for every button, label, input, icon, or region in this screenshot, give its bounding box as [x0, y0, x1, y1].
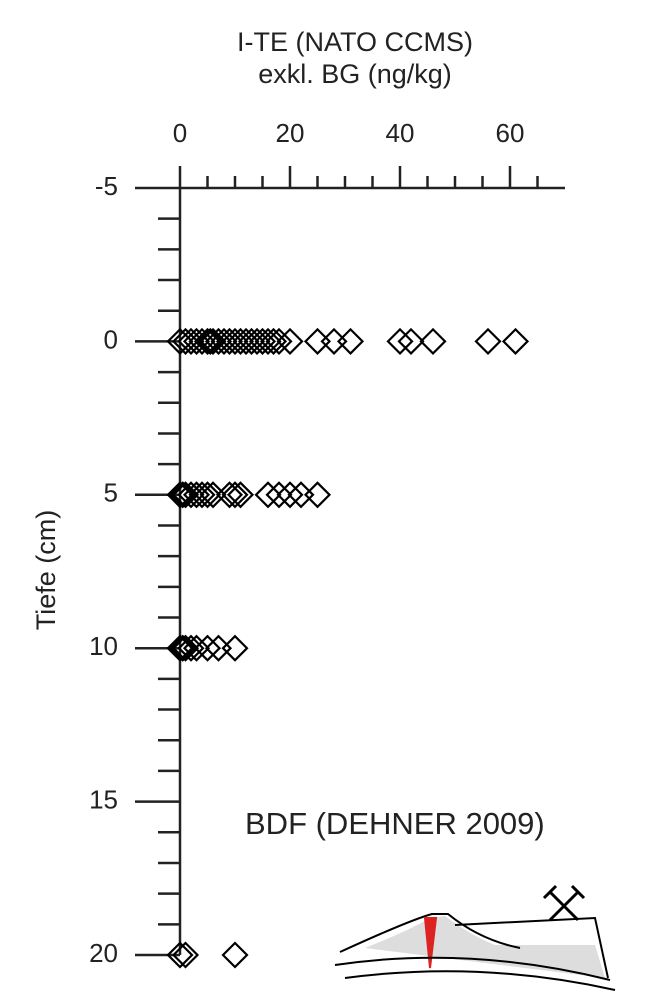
x-tick-label: 40	[386, 118, 415, 148]
point	[276, 327, 304, 355]
point	[193, 634, 222, 662]
point	[177, 327, 205, 355]
y-axis-label: Tiefe (cm)	[31, 510, 61, 631]
point	[265, 327, 293, 355]
point	[226, 327, 255, 355]
point	[171, 634, 200, 662]
point	[287, 481, 315, 509]
point	[386, 327, 414, 355]
logo	[334, 884, 616, 991]
y-tick-label: 20	[89, 938, 118, 968]
point	[166, 634, 194, 662]
point	[182, 634, 211, 662]
point	[177, 481, 205, 509]
point	[397, 327, 425, 355]
y-tick-label: 10	[89, 631, 118, 661]
x-tick-label: 20	[276, 118, 305, 148]
point	[276, 481, 304, 509]
point	[303, 327, 332, 355]
point	[182, 481, 211, 509]
point	[237, 327, 266, 355]
point	[166, 941, 194, 969]
point	[232, 327, 260, 355]
point	[221, 327, 249, 355]
point	[182, 327, 211, 355]
point	[221, 481, 249, 509]
y-tick-label: 15	[89, 784, 118, 814]
y-tick-label: -5	[95, 171, 118, 201]
point	[193, 327, 222, 355]
point	[303, 481, 332, 509]
point	[171, 481, 200, 509]
chart-title: exkl. BG (ng/kg)	[258, 59, 452, 89]
point	[226, 481, 255, 509]
point	[248, 327, 277, 355]
point	[474, 327, 502, 355]
point	[501, 327, 530, 355]
chart-title: I-TE (NATO CCMS)	[237, 27, 473, 57]
x-tick-label: 60	[496, 118, 525, 148]
point	[320, 327, 348, 355]
point	[199, 481, 227, 509]
x-tick-label: 0	[173, 118, 187, 148]
point	[243, 327, 271, 355]
point	[215, 327, 244, 355]
point	[210, 327, 238, 355]
point	[171, 941, 200, 969]
point	[204, 327, 233, 355]
point	[259, 327, 288, 355]
point	[204, 634, 233, 662]
point	[265, 481, 293, 509]
point	[177, 634, 205, 662]
point	[221, 941, 249, 969]
point	[188, 481, 216, 509]
point	[419, 327, 447, 355]
y-tick-label: 5	[104, 478, 118, 508]
point	[254, 327, 282, 355]
point	[336, 327, 365, 355]
point	[188, 327, 216, 355]
point	[193, 481, 222, 509]
annotation: BDF (DEHNER 2009)	[245, 806, 545, 841]
point	[215, 481, 244, 509]
point	[166, 481, 194, 509]
point	[199, 327, 227, 355]
point	[221, 634, 249, 662]
y-tick-label: 0	[104, 324, 118, 354]
point	[254, 481, 282, 509]
point	[166, 327, 194, 355]
